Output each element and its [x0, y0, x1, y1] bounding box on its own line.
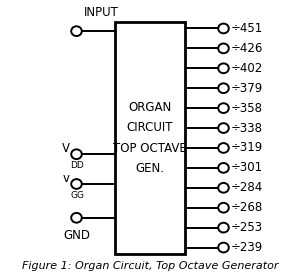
- Circle shape: [71, 179, 82, 189]
- Text: GEN.: GEN.: [136, 162, 164, 175]
- Text: ÷451: ÷451: [231, 22, 263, 35]
- Text: ORGAN: ORGAN: [128, 101, 172, 114]
- Circle shape: [218, 83, 229, 93]
- Text: INPUT: INPUT: [84, 6, 119, 19]
- Circle shape: [218, 183, 229, 193]
- Text: Figure 1: Organ Circuit, Top Octave Generator: Figure 1: Organ Circuit, Top Octave Gene…: [22, 261, 278, 270]
- Text: ÷301: ÷301: [231, 161, 263, 174]
- Circle shape: [218, 243, 229, 253]
- Circle shape: [218, 143, 229, 153]
- Circle shape: [218, 123, 229, 133]
- Circle shape: [218, 63, 229, 73]
- Text: TOP OCTAVE: TOP OCTAVE: [113, 142, 187, 155]
- Circle shape: [218, 44, 229, 53]
- Circle shape: [218, 23, 229, 33]
- Text: ÷338: ÷338: [231, 121, 263, 134]
- Text: ÷402: ÷402: [231, 62, 263, 75]
- Circle shape: [71, 149, 82, 159]
- Text: ÷319: ÷319: [231, 142, 263, 155]
- Text: DD: DD: [70, 161, 84, 170]
- Text: GG: GG: [70, 191, 84, 200]
- Text: v: v: [63, 172, 70, 185]
- Text: CIRCUIT: CIRCUIT: [127, 121, 173, 134]
- Text: ÷358: ÷358: [231, 102, 263, 115]
- Text: ÷379: ÷379: [231, 82, 263, 95]
- Circle shape: [71, 26, 82, 36]
- Text: ÷253: ÷253: [231, 221, 263, 234]
- Text: V: V: [62, 142, 70, 155]
- Circle shape: [218, 203, 229, 213]
- Text: ÷426: ÷426: [231, 42, 263, 55]
- Bar: [115, 22, 185, 254]
- Circle shape: [218, 103, 229, 113]
- Text: GND: GND: [63, 229, 90, 242]
- Circle shape: [218, 223, 229, 232]
- Circle shape: [71, 213, 82, 223]
- Circle shape: [218, 163, 229, 173]
- Text: ÷284: ÷284: [231, 181, 263, 194]
- Text: ÷268: ÷268: [231, 201, 263, 214]
- Text: ÷239: ÷239: [231, 241, 263, 254]
